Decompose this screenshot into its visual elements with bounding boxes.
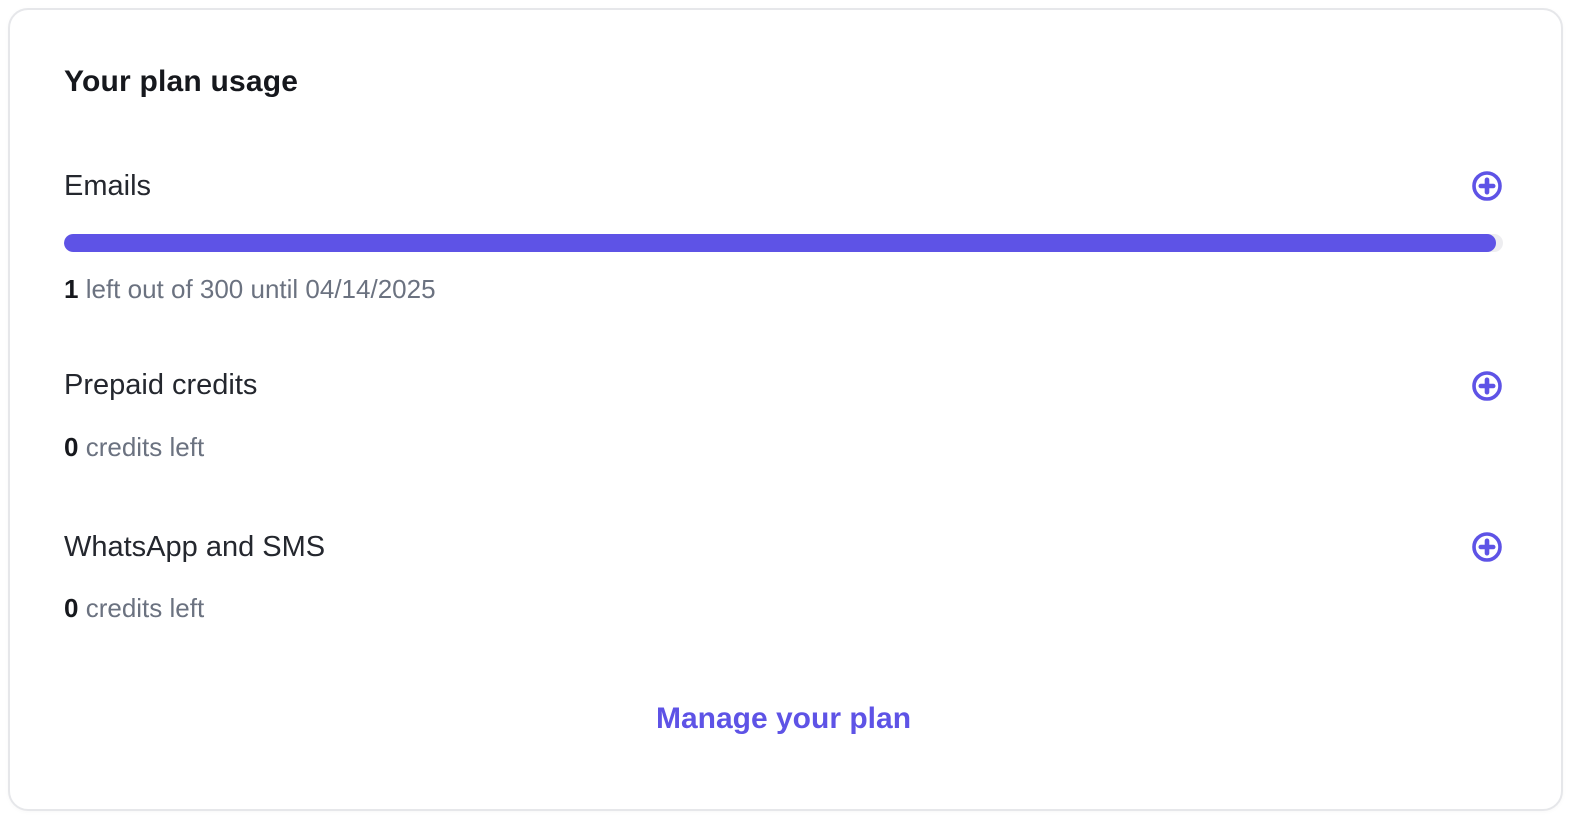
manage-plan-row: Manage your plan [64, 702, 1503, 736]
whatsapp-usage-text: 0 credits left [64, 593, 1503, 624]
section-prepaid-credits: Prepaid credits 0 credits left [64, 367, 1503, 462]
add-prepaid-credits-button[interactable] [1471, 370, 1503, 402]
emails-progress-fill [64, 234, 1496, 253]
section-whatsapp-label: WhatsApp and SMS [64, 530, 326, 563]
emails-progress-track [64, 234, 1503, 253]
plus-circle-icon [1472, 171, 1502, 201]
prepaid-remaining-label: credits left [85, 431, 205, 462]
plus-circle-icon [1472, 532, 1502, 562]
add-emails-button[interactable] [1471, 170, 1503, 202]
prepaid-remaining-count: 0 [64, 431, 79, 462]
manage-plan-link[interactable]: Manage your plan [655, 702, 912, 736]
whatsapp-remaining-label: credits left [85, 593, 205, 624]
card-title: Your plan usage [64, 65, 299, 98]
section-whatsapp-header: WhatsApp and SMS [64, 529, 1503, 565]
section-emails: Emails 1 left out of 300 until 04/14/202… [64, 168, 1503, 305]
add-whatsapp-sms-button[interactable] [1471, 531, 1503, 563]
section-prepaid-label: Prepaid credits [64, 369, 258, 402]
emails-remaining-count: 1 [64, 274, 79, 305]
emails-remaining-label: left out of 300 until 04/14/2025 [85, 274, 436, 305]
plus-circle-icon [1472, 370, 1502, 401]
section-emails-label: Emails [64, 170, 152, 202]
emails-usage-text: 1 left out of 300 until 04/14/2025 [64, 274, 1503, 305]
whatsapp-remaining-count: 0 [64, 593, 79, 624]
section-emails-header: Emails [64, 168, 1503, 204]
plan-usage-card: Your plan usage Emails 1 left out of 300… [8, 8, 1563, 811]
section-prepaid-header: Prepaid credits [64, 367, 1503, 403]
section-whatsapp-sms: WhatsApp and SMS 0 credits left [64, 529, 1503, 624]
prepaid-usage-text: 0 credits left [64, 432, 1503, 463]
